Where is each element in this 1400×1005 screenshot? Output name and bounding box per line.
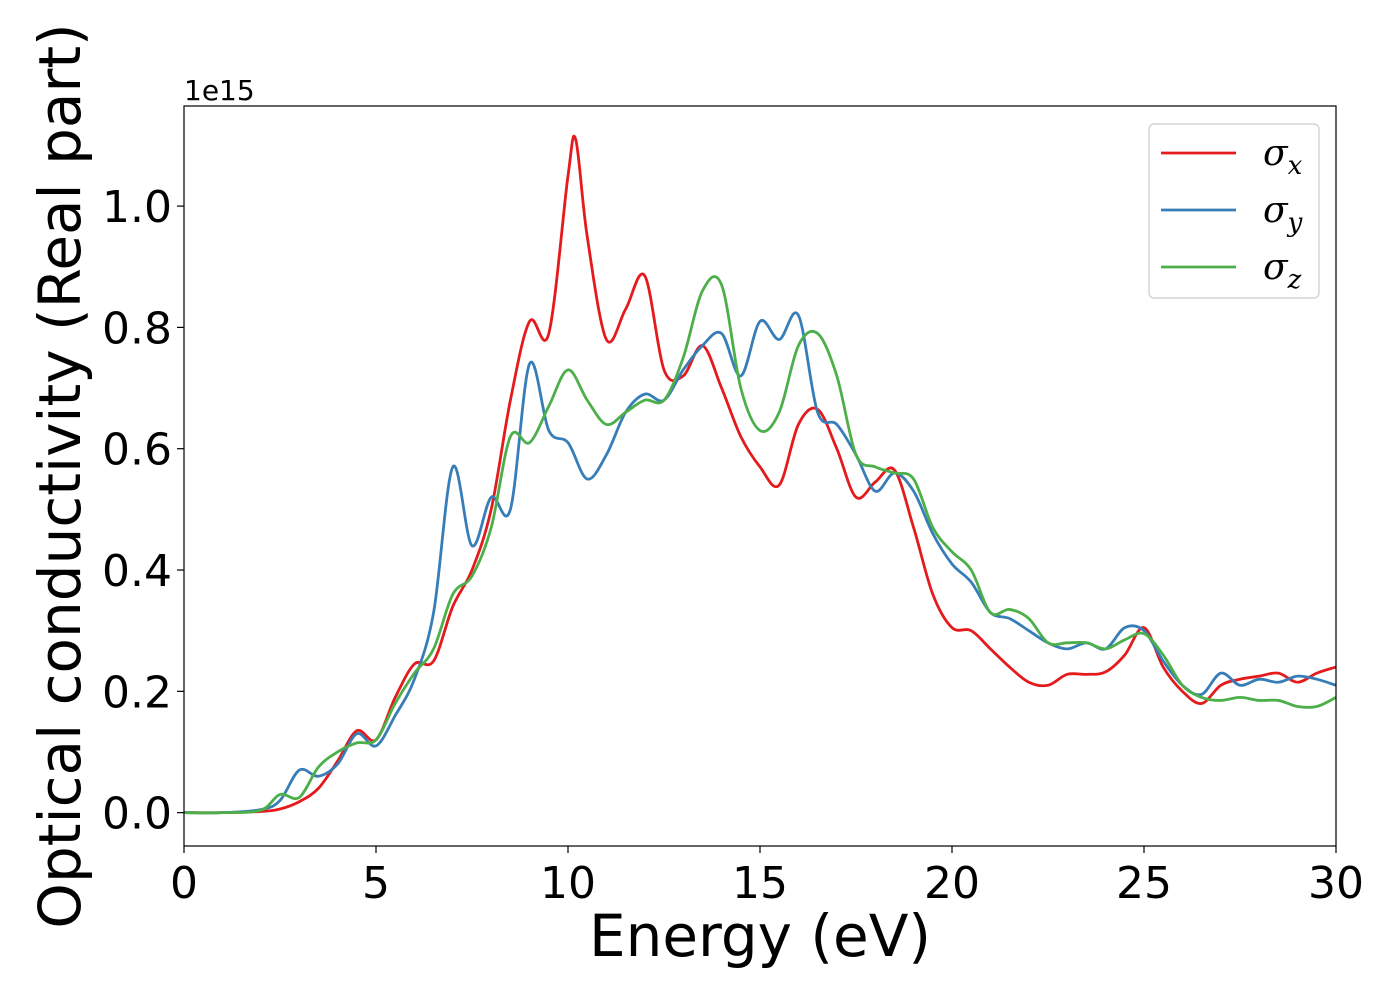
- x-tick-label: 5: [362, 858, 390, 909]
- legend-symbol: σ: [1263, 190, 1289, 231]
- y-tick-label: 0.0: [102, 789, 172, 840]
- x-tick-label: 0: [170, 858, 198, 909]
- y-tick-label: 0.2: [102, 667, 172, 718]
- x-tick-label: 15: [732, 858, 788, 909]
- legend-label-z: σz: [1263, 247, 1302, 295]
- x-axis-label: Energy (eV): [589, 902, 931, 970]
- series-line-z: [184, 275, 1336, 815]
- y-axis-ticks: 0.0 0.2 0.4 0.6 0.8 1.0: [102, 182, 184, 840]
- x-tick-label: 10: [540, 858, 596, 909]
- x-tick-label: 25: [1116, 858, 1172, 909]
- y-tick-label: 0.8: [102, 303, 172, 354]
- x-axis-ticks: 0 5 10 15 20 25 30: [170, 846, 1364, 909]
- plot-area-frame: [183, 105, 1337, 847]
- x-tick-label: 20: [924, 858, 980, 909]
- legend-subscript: z: [1287, 265, 1302, 295]
- series-lines: [184, 134, 1336, 815]
- y-axis-label: Optical conductivity (Real part): [26, 23, 94, 928]
- legend-subscript: y: [1287, 208, 1303, 238]
- y-tick-label: 0.6: [102, 425, 172, 476]
- legend-label-y: σy: [1263, 190, 1303, 238]
- series-line-y: [184, 311, 1336, 815]
- x-tick-label: 30: [1308, 858, 1364, 909]
- legend-subscript: x: [1288, 151, 1303, 181]
- legend-symbol: σ: [1263, 133, 1289, 174]
- legend-symbol: σ: [1263, 247, 1289, 288]
- y-axis-offset-text: 1e15: [184, 74, 255, 107]
- y-tick-label: 1.0: [102, 182, 172, 233]
- legend-label-x: σx: [1263, 133, 1303, 181]
- y-tick-label: 0.4: [102, 546, 172, 597]
